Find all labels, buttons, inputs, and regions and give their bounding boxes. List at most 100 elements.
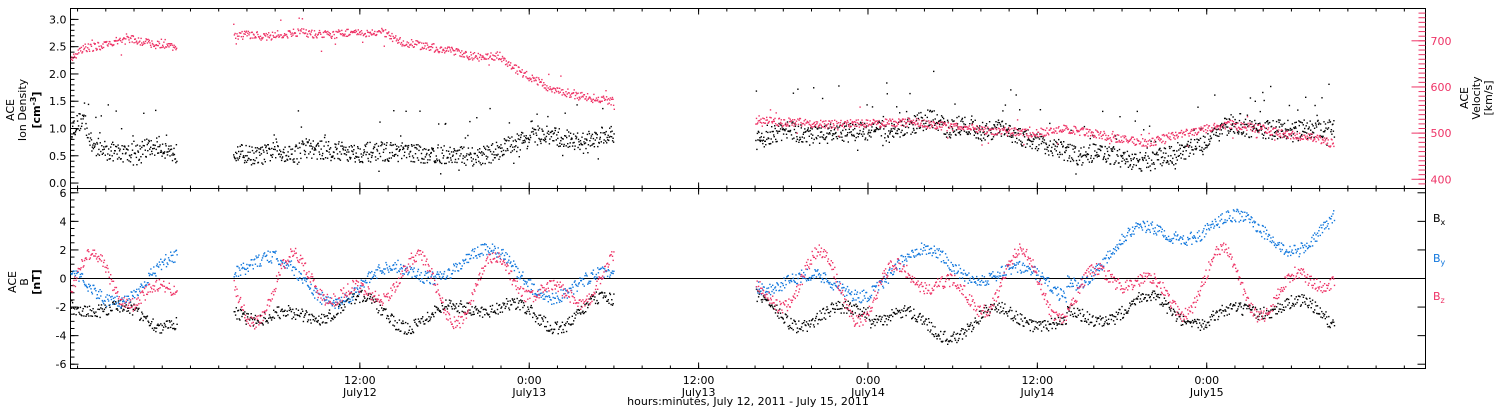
- top-density-point: [145, 156, 147, 158]
- top-velocity-point: [247, 30, 250, 33]
- top-density-point: [807, 129, 809, 131]
- bottom-bx-point: [346, 299, 348, 301]
- top-density-point: [142, 144, 144, 147]
- top-density-point: [1073, 151, 1076, 153]
- top-velocity-point: [412, 41, 414, 43]
- bottom-bx-point: [246, 312, 248, 315]
- top-velocity-point: [154, 44, 156, 46]
- bottom-bx-point: [276, 306, 278, 308]
- top-velocity-point: [1063, 124, 1065, 126]
- top-density-point: [1058, 156, 1060, 158]
- top-density-point: [82, 118, 84, 120]
- top-velocity-point: [1239, 127, 1242, 130]
- top-density-point: [416, 157, 419, 159]
- top-velocity-point: [1197, 131, 1200, 133]
- top-velocity-point: [443, 49, 445, 52]
- top-density-point: [1245, 123, 1247, 126]
- top-density-point: [911, 121, 913, 123]
- top-density-point: [545, 135, 548, 138]
- top-velocity-point: [167, 43, 170, 45]
- bottom-bx-point: [398, 319, 401, 321]
- top-velocity-point: [999, 129, 1002, 131]
- top-velocity-point: [310, 34, 312, 36]
- bottom-bx-point: [765, 299, 767, 302]
- top-velocity-point: [253, 34, 255, 36]
- top-velocity-point: [586, 93, 589, 95]
- top-density-point: [899, 120, 902, 122]
- top-velocity-point: [1007, 131, 1009, 133]
- top-density-point: [833, 129, 836, 131]
- bottom-bx-point: [158, 324, 161, 326]
- top-velocity-point: [1064, 125, 1066, 127]
- top-density-point: [261, 146, 264, 148]
- top-density-point: [269, 148, 271, 150]
- bottom-bx-point: [268, 314, 271, 316]
- top-velocity-point: [841, 125, 843, 127]
- top-density-point: [335, 148, 338, 151]
- top-density-point: [953, 120, 955, 122]
- top-velocity-point: [406, 41, 408, 43]
- top-velocity-point: [1234, 126, 1237, 128]
- top-density-point: [522, 132, 524, 134]
- top-density-point: [287, 155, 290, 158]
- top-density-point: [1187, 144, 1189, 146]
- top-density-point: [1025, 130, 1027, 132]
- bottom-bx-point: [424, 323, 426, 325]
- top-density-point: [1314, 122, 1317, 124]
- top-density-point: [1200, 149, 1203, 151]
- top-density-point: [1067, 143, 1069, 146]
- top-density-point: [1040, 135, 1042, 138]
- bottom-axis-title-line1: ACE: [6, 271, 19, 293]
- top-density-point: [367, 160, 370, 162]
- top-density-point: [1305, 125, 1307, 127]
- top-density-point: [113, 144, 115, 146]
- top-velocity-point: [234, 32, 236, 35]
- top-density-point: [432, 147, 434, 150]
- top-density-point: [451, 161, 453, 164]
- top-density-point: [515, 145, 517, 147]
- top-density-point: [1235, 121, 1237, 124]
- top-density-point: [1261, 125, 1263, 128]
- top-velocity-point: [1004, 129, 1007, 131]
- top-velocity-point: [1235, 123, 1237, 125]
- top-velocity-point: [491, 58, 493, 60]
- top-density-point: [299, 152, 302, 154]
- top-density-point: [1139, 158, 1141, 161]
- bottom-bx-point: [549, 324, 552, 327]
- top-velocity-point: [351, 31, 354, 34]
- bottom-bx-point: [136, 310, 139, 312]
- bottom-bx-point: [335, 314, 338, 316]
- top-velocity-point: [1201, 129, 1203, 131]
- top-density-point: [361, 160, 363, 163]
- top-velocity-point: [118, 39, 120, 41]
- top-density-point: [1302, 124, 1304, 126]
- top-velocity-point: [806, 122, 808, 124]
- top-velocity-point: [1034, 135, 1037, 137]
- top-density-point: [167, 151, 169, 153]
- top-density-point: [855, 136, 857, 139]
- top-density-point: [1082, 154, 1085, 157]
- top-velocity-point: [336, 37, 338, 39]
- top-density-point: [1271, 134, 1274, 137]
- top-density-point: [314, 147, 316, 149]
- top-density-point: [238, 157, 240, 159]
- top-density-point: [1210, 137, 1213, 139]
- top-density-point: [1045, 142, 1047, 144]
- top-density-point: [997, 121, 999, 124]
- top-velocity-point: [1277, 133, 1279, 136]
- top-density-point: [510, 151, 512, 154]
- top-velocity-point: [356, 33, 358, 36]
- top-density-point: [149, 153, 151, 156]
- top-left-axis-title: ACE Ion Density [cm-3]: [4, 78, 43, 141]
- top-density-point: [295, 145, 298, 147]
- top-density-point: [460, 153, 462, 155]
- top-density-point: [1020, 140, 1022, 142]
- bottom-bx-point: [148, 321, 150, 324]
- top-density-point: [258, 148, 260, 150]
- top-density-point: [1144, 157, 1146, 159]
- bottom-bx-point: [320, 317, 322, 319]
- bottom-bx-point: [138, 307, 140, 310]
- top-density-point: [1298, 124, 1300, 127]
- top-velocity-point: [1306, 135, 1308, 137]
- top-velocity-point: [938, 125, 941, 127]
